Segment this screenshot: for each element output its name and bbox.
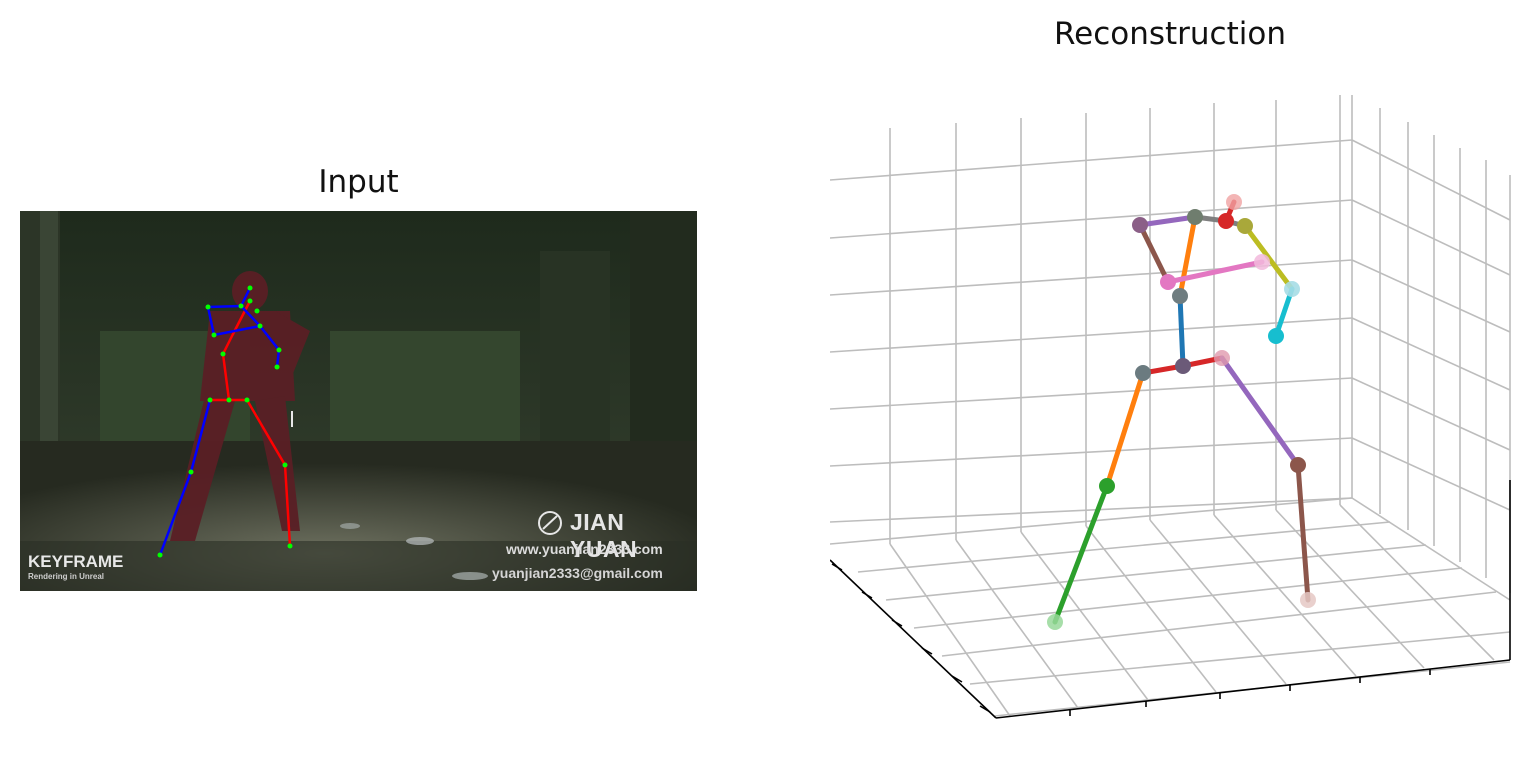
input-panel-title: Input	[318, 164, 399, 200]
watermark-email: yuanjian2333@gmail.com	[492, 565, 663, 581]
reconstruction-panel-title: Reconstruction	[1053, 16, 1286, 52]
input-photo-scene	[20, 211, 697, 591]
keyframe-logo-subtitle: Rendering in Unreal	[28, 572, 105, 581]
skeleton-3d-joints	[1047, 194, 1316, 630]
3d-grid	[830, 95, 1511, 717]
reconstruction-3d-plot	[830, 95, 1511, 719]
keyframe-logo-title: KEYFRAME	[28, 552, 124, 571]
input-image: KEYFRAME Rendering in Unreal JIAN YUAN w…	[20, 211, 697, 591]
watermark-url: www.yuanjian2333.com	[506, 541, 663, 557]
watermark-logo-icon	[538, 511, 562, 535]
watermark-brand: JIAN YUAN	[570, 509, 638, 562]
plot-axes	[830, 480, 1511, 719]
